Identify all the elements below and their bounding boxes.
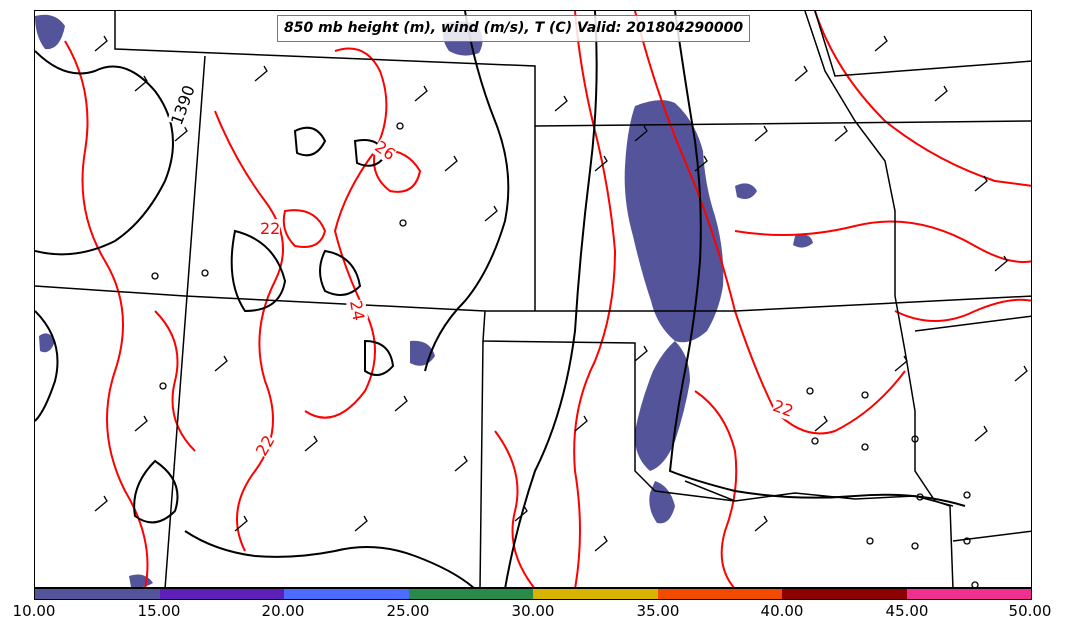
- wind-barbs: [94, 35, 1028, 552]
- map-title: 850 mb height (m), wind (m/s), T (C) Val…: [277, 15, 751, 42]
- colorbar-segment: [408, 589, 533, 599]
- temperature-contours: [64, 11, 1031, 587]
- colorbar-segment: [657, 589, 782, 599]
- colorbar-segment: [782, 589, 907, 599]
- temperature-contour-label: 22: [260, 219, 281, 238]
- map-canvas: [35, 11, 1031, 587]
- temperature-contour-label: 24: [346, 298, 369, 323]
- colorbar-tick-label: 30.00: [511, 602, 555, 620]
- colorbar-tick-label: 40.00: [760, 602, 804, 620]
- colorbar-tick-label: 45.00: [885, 602, 929, 620]
- colorbar-segment: [35, 589, 160, 599]
- colorbar-segment: [159, 589, 284, 599]
- state-borders: [35, 11, 1031, 587]
- precip-shading: [35, 14, 813, 587]
- colorbar-tick-label: 15.00: [137, 602, 181, 620]
- calm-wind-circles: [151, 122, 979, 587]
- colorbar-segment: [906, 589, 1031, 599]
- colorbar-tick-label: 50.00: [1008, 602, 1052, 620]
- map-panel: 1390 26 22 24 22 22: [34, 10, 1032, 588]
- height-contours: [35, 11, 966, 587]
- colorbar-tick-label: 25.00: [386, 602, 430, 620]
- colorbar-segment: [284, 589, 409, 599]
- colorbar-tick-label: 10.00: [12, 602, 56, 620]
- colorbar-tick-label: 35.00: [636, 602, 680, 620]
- colorbar: [34, 588, 1032, 600]
- colorbar-tick-label: 20.00: [261, 602, 305, 620]
- colorbar-segment: [533, 589, 658, 599]
